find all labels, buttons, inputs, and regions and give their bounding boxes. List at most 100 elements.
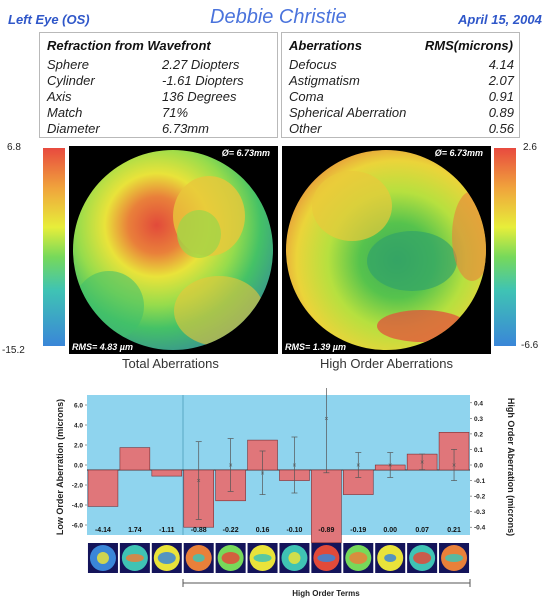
error-bar-mean-marker: ×	[229, 463, 233, 470]
refraction-panel: Refraction from Wavefront Sphere 2.27 Dio…	[39, 32, 278, 138]
refraction-row: Sphere 2.27 Diopters	[47, 57, 272, 73]
high-order-bar	[311, 469, 342, 544]
row-label: Other	[289, 121, 322, 136]
error-bar-mean-marker: ×	[260, 470, 264, 477]
row-value: 2.27 Diopters	[162, 57, 240, 72]
right-diameter-label: Ø= 6.73mm	[434, 148, 483, 158]
left-colorbar	[43, 148, 65, 346]
bar-value-label: -0.22	[223, 527, 239, 534]
bar-value-label: -0.10	[286, 527, 302, 534]
zernike-term-pattern	[221, 552, 240, 564]
row-label: Axis	[47, 89, 72, 104]
aberration-row: Defocus 4.14	[289, 57, 514, 73]
row-label: Astigmatism	[289, 73, 360, 88]
row-value: 2.07	[488, 73, 514, 88]
right-axis-label: High Order Aberration (microns)	[506, 398, 516, 536]
row-value: -1.61 Diopters	[162, 73, 244, 88]
left-tick-label: -6.0	[72, 523, 84, 530]
error-bar-mean-marker: ×	[197, 478, 201, 485]
total-aberrations-caption: Total Aberrations	[122, 356, 219, 371]
right-tick-label: -0.3	[474, 509, 486, 516]
aberration-row: Spherical Aberration 0.89	[289, 105, 514, 121]
zernike-term-pattern	[288, 552, 301, 564]
row-label: Cylinder	[47, 73, 95, 88]
refraction-row: Diameter 6.73mm	[47, 121, 272, 137]
zernike-bar-chart: ×××××× × × × 6.04.02.00.0-2.0-4.0-6.0 0.40.…	[55, 388, 516, 598]
right-rms-label: RMS= 1.39 µm	[285, 342, 346, 352]
error-bar-mean-marker: ×	[356, 463, 360, 470]
error-bar-mean-marker: ×	[292, 463, 296, 470]
right-tick-label: 0.0	[474, 463, 483, 470]
row-value: 71%	[162, 105, 189, 120]
refraction-title: Refraction from Wavefront	[47, 38, 211, 53]
zernike-term-pattern	[157, 552, 176, 564]
left-scale-min: -15.2	[2, 345, 25, 356]
right-scale-max: 2.6	[523, 142, 537, 153]
row-label: Defocus	[289, 57, 337, 72]
bar-value-label: 0.00	[383, 527, 397, 534]
right-tick-label: -0.1	[474, 478, 486, 485]
refraction-row: Cylinder -1.61 Diopters	[47, 73, 272, 89]
left-scale-max: 6.8	[7, 142, 21, 153]
left-tick-label: 2.0	[74, 443, 83, 450]
error-bar-mean-marker: ×	[452, 463, 456, 470]
total-aberration-map: Ø= 6.73mm RMS= 4.83 µm	[69, 146, 278, 354]
aberration-row: Other 0.56	[289, 121, 514, 137]
bar-value-label: -4.14	[95, 527, 111, 534]
total-aberration-map-svg	[73, 150, 273, 350]
low-order-bar	[87, 469, 119, 507]
low-order-bar	[151, 469, 183, 477]
error-bar-mean-marker: ×	[420, 459, 424, 466]
value-labels-group: -4.14 1.74 -1.11 -0.88 -0.22 0.16 -0.10 -0.89 -0…	[95, 527, 461, 534]
bar-value-label: -1.11	[159, 527, 175, 534]
aberrations-title: Aberrations	[289, 38, 362, 53]
left-tick-label: 6.0	[74, 403, 83, 410]
aberration-rows: Defocus 4.14 Astigmatism 2.07 Coma 0.91 Sph…	[289, 57, 514, 137]
zernike-term-pattern	[445, 554, 464, 562]
eye-label: Left Eye (OS)	[8, 12, 90, 27]
right-tick-label: -0.2	[474, 494, 486, 501]
right-tick-label: 0.2	[474, 431, 483, 438]
error-bar-mean-marker: ×	[324, 416, 328, 423]
bar-value-label: -0.19	[350, 527, 366, 534]
row-label: Spherical Aberration	[289, 105, 407, 120]
bar-value-label: -0.89	[318, 527, 334, 534]
right-tick-label: 0.4	[474, 400, 483, 407]
left-diameter-label: Ø= 6.73mm	[221, 148, 270, 158]
aberration-row: Astigmatism 2.07	[289, 73, 514, 89]
row-value: 136 Degrees	[162, 89, 237, 104]
right-ticks-group: 0.4 0.3 0.2 0.1 0.0 -0.1 -0.2 -0.3 -0.4	[470, 400, 486, 532]
aberration-row: Coma 0.91	[289, 89, 514, 105]
zernike-term-pattern	[125, 554, 144, 562]
left-rms-label: RMS= 4.83 µm	[72, 342, 133, 352]
high-order-map-svg	[286, 150, 486, 350]
zernike-term-icons	[87, 543, 470, 573]
zernike-term-pattern	[96, 552, 109, 564]
refraction-rows: Sphere 2.27 Diopters Cylinder -1.61 Diopte…	[47, 57, 272, 137]
left-tick-label: -4.0	[72, 503, 84, 510]
chart-plot-area	[87, 395, 470, 535]
bar-value-label: 0.16	[256, 527, 270, 534]
row-label: Match	[47, 105, 83, 120]
exam-date: April 15, 2004	[458, 12, 542, 27]
high-order-caption: High Order Aberrations	[320, 356, 453, 371]
row-value: 0.56	[488, 121, 514, 136]
row-value: 6.73mm	[162, 121, 209, 136]
high-order-aberration-map: Ø= 6.73mm RMS= 1.39 µm	[282, 146, 491, 354]
row-label: Diameter	[47, 121, 100, 136]
zernike-term-pattern	[192, 554, 205, 562]
aberrations-panel: Aberrations RMS(microns) Defocus 4.14 Ast…	[281, 32, 520, 138]
row-label: Sphere	[47, 57, 89, 72]
right-tick-label: 0.1	[474, 447, 483, 454]
zernike-term-pattern	[413, 552, 432, 564]
right-scale-min: -6.6	[521, 340, 539, 351]
refraction-row: Match 71%	[47, 105, 272, 121]
refraction-row: Axis 136 Degrees	[47, 89, 272, 105]
left-tick-label: 0.0	[74, 463, 83, 470]
low-order-bar	[119, 447, 151, 471]
patient-name: Debbie Christie	[210, 6, 347, 28]
row-label: Coma	[289, 89, 324, 104]
error-bars-group: × × × × × × × × ×	[195, 388, 458, 520]
high-order-terms-label: High Order Terms	[292, 589, 360, 598]
left-ticks-group: 6.0 4.0 2.0 0.0 -2.0 -4.0 -6.0	[72, 403, 87, 530]
